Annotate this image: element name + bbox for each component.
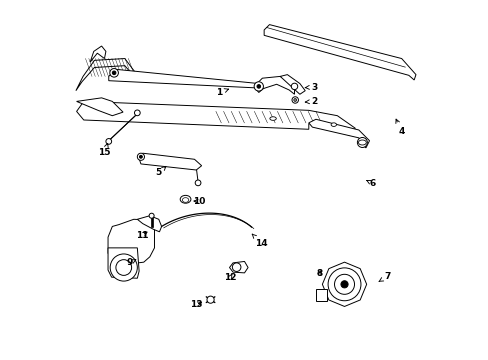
- Text: 2: 2: [305, 97, 317, 106]
- Polygon shape: [137, 216, 162, 232]
- Circle shape: [291, 83, 297, 90]
- Circle shape: [327, 268, 360, 301]
- Polygon shape: [139, 153, 201, 170]
- Circle shape: [340, 281, 347, 288]
- Circle shape: [257, 85, 260, 88]
- Polygon shape: [150, 216, 152, 227]
- Ellipse shape: [180, 195, 190, 203]
- Circle shape: [206, 296, 214, 303]
- Text: 7: 7: [378, 272, 390, 282]
- Circle shape: [110, 68, 118, 77]
- Polygon shape: [229, 261, 247, 273]
- Circle shape: [134, 110, 140, 116]
- Polygon shape: [108, 219, 154, 263]
- Text: 5: 5: [155, 166, 165, 177]
- Circle shape: [195, 180, 201, 186]
- Circle shape: [291, 97, 298, 103]
- Text: 14: 14: [252, 234, 267, 248]
- Text: 4: 4: [395, 119, 404, 136]
- Text: 12: 12: [224, 273, 236, 282]
- Polygon shape: [308, 119, 369, 148]
- Ellipse shape: [358, 140, 366, 145]
- Circle shape: [106, 139, 111, 144]
- Text: 11: 11: [136, 231, 148, 240]
- Polygon shape: [257, 76, 294, 94]
- Polygon shape: [90, 46, 106, 62]
- Text: 9: 9: [126, 258, 136, 267]
- Circle shape: [334, 274, 354, 294]
- Circle shape: [254, 82, 263, 91]
- Polygon shape: [322, 262, 366, 306]
- Polygon shape: [77, 98, 123, 116]
- Text: 8: 8: [316, 269, 322, 278]
- Text: 10: 10: [192, 197, 204, 206]
- Circle shape: [293, 99, 296, 102]
- Ellipse shape: [330, 123, 336, 126]
- Polygon shape: [76, 59, 135, 91]
- Ellipse shape: [182, 198, 188, 202]
- Circle shape: [112, 71, 116, 75]
- Polygon shape: [77, 102, 354, 135]
- Circle shape: [110, 254, 137, 281]
- Polygon shape: [280, 75, 305, 94]
- Text: 6: 6: [366, 179, 375, 188]
- Text: 1: 1: [216, 88, 228, 97]
- Ellipse shape: [269, 117, 276, 120]
- Text: 13: 13: [190, 300, 202, 309]
- Text: 15: 15: [98, 143, 110, 157]
- Circle shape: [139, 156, 142, 158]
- Polygon shape: [315, 289, 326, 301]
- Circle shape: [149, 213, 154, 218]
- Text: 3: 3: [305, 83, 317, 92]
- Polygon shape: [108, 69, 264, 93]
- Polygon shape: [108, 248, 139, 278]
- Circle shape: [116, 260, 131, 275]
- Polygon shape: [264, 24, 415, 80]
- Circle shape: [137, 153, 144, 160]
- Circle shape: [357, 138, 366, 148]
- Circle shape: [232, 263, 241, 271]
